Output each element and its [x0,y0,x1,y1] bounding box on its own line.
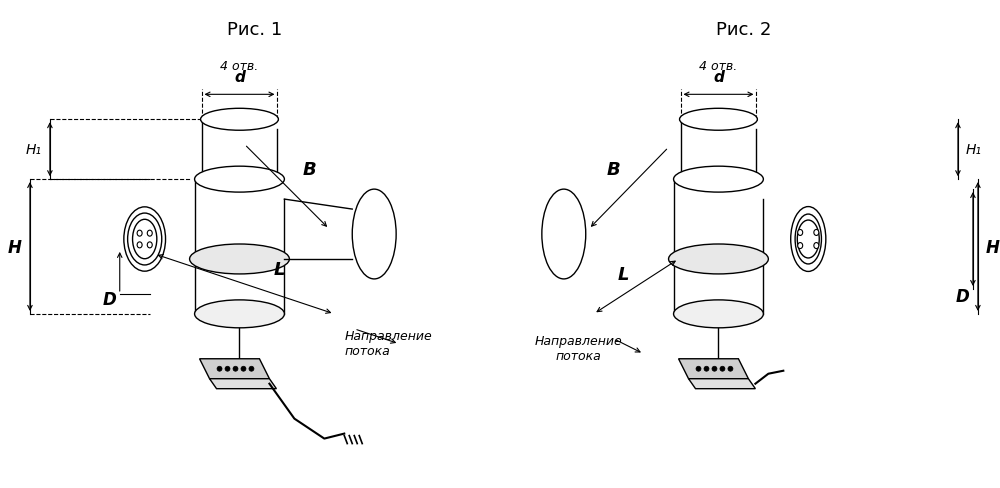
Ellipse shape [798,230,803,236]
Ellipse shape [542,190,586,279]
Circle shape [712,366,717,371]
Ellipse shape [798,243,803,249]
Text: 4 отв.: 4 отв. [699,60,738,73]
Ellipse shape [814,230,819,236]
Text: H: H [8,239,22,257]
Polygon shape [200,359,269,379]
Ellipse shape [195,167,284,193]
Text: B: B [607,161,621,179]
Ellipse shape [797,221,819,259]
Polygon shape [679,359,748,379]
Circle shape [225,366,230,371]
Text: H: H [986,239,1000,257]
Polygon shape [689,379,755,389]
Text: d: d [234,70,245,85]
Text: Рис. 2: Рис. 2 [716,21,771,40]
Circle shape [217,366,222,371]
Ellipse shape [124,207,166,272]
Ellipse shape [674,167,763,193]
Text: L: L [618,265,629,284]
Text: H₁: H₁ [966,143,982,157]
Text: Направление
потока: Направление потока [344,329,432,357]
Text: Направление
потока: Направление потока [535,334,623,362]
Ellipse shape [137,231,142,237]
Circle shape [696,366,701,371]
Ellipse shape [195,300,284,328]
Text: D: D [103,290,117,308]
Ellipse shape [147,231,152,237]
Ellipse shape [791,207,826,272]
Ellipse shape [680,109,757,131]
Text: Рис. 1: Рис. 1 [227,21,282,40]
Ellipse shape [352,190,396,279]
Ellipse shape [201,109,278,131]
Ellipse shape [133,220,157,259]
Ellipse shape [147,243,152,248]
Text: d: d [713,70,724,85]
Ellipse shape [674,300,763,328]
Circle shape [720,366,725,371]
Ellipse shape [137,243,142,248]
Ellipse shape [669,244,768,274]
Text: L: L [274,261,285,278]
Text: 4 отв.: 4 отв. [220,60,259,73]
Circle shape [233,366,238,371]
Circle shape [249,366,254,371]
Ellipse shape [814,243,819,249]
Circle shape [704,366,709,371]
Circle shape [241,366,246,371]
Text: D: D [956,287,970,305]
Text: B: B [302,161,316,179]
Ellipse shape [190,244,289,274]
Circle shape [728,366,733,371]
Polygon shape [210,379,276,389]
Text: H₁: H₁ [26,143,42,157]
